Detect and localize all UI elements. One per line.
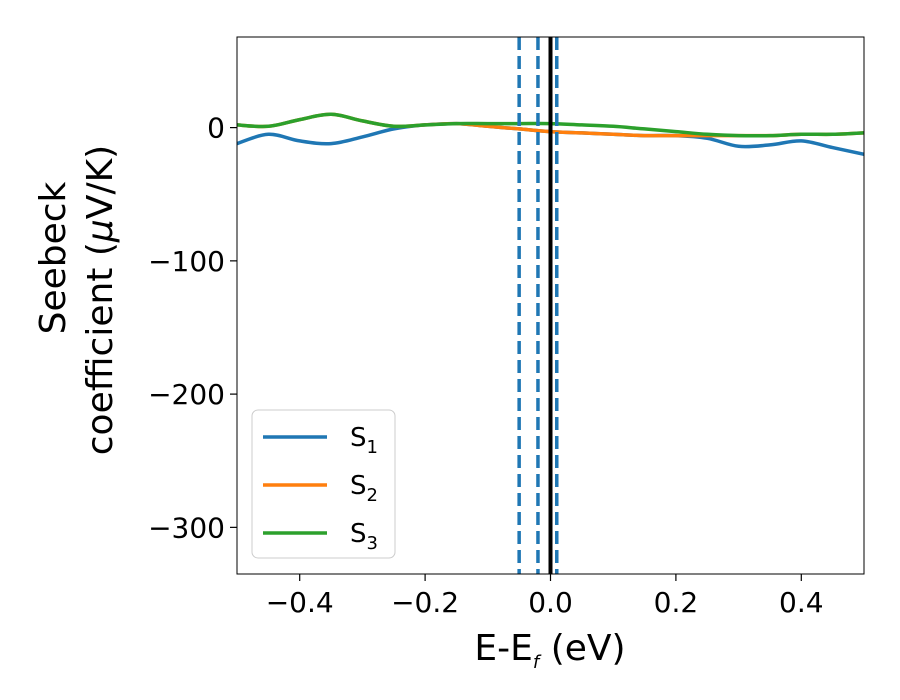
y-axis: 0 −100 −200 −300 xyxy=(148,112,237,544)
x-axis: −0.4 −0.2 0.0 0.2 0.4 xyxy=(266,574,824,619)
x-tick-label: −0.2 xyxy=(391,586,459,619)
plot-area xyxy=(237,37,864,574)
legend: S1 S2 S3 xyxy=(251,409,396,559)
y-tick-label: −200 xyxy=(148,378,225,411)
x-tick-label: 0.4 xyxy=(779,586,824,619)
x-tick-label: −0.4 xyxy=(266,586,334,619)
legend-label-s1: S1 xyxy=(350,423,378,458)
y-tick-label: 0 xyxy=(207,112,225,145)
legend-label-s3: S3 xyxy=(350,519,378,554)
legend-label-s2: S2 xyxy=(350,471,378,506)
y-axis-label-line2: coefficient (μV/K) xyxy=(80,145,121,455)
x-tick-label: 0.2 xyxy=(654,586,699,619)
y-tick-label: −300 xyxy=(148,511,225,544)
x-tick-label: 0.0 xyxy=(528,586,573,619)
y-axis-label-line1: Seebeck xyxy=(33,181,74,334)
x-axis-label: E-Ef (eV) xyxy=(474,628,625,673)
y-tick-label: −100 xyxy=(148,245,225,278)
